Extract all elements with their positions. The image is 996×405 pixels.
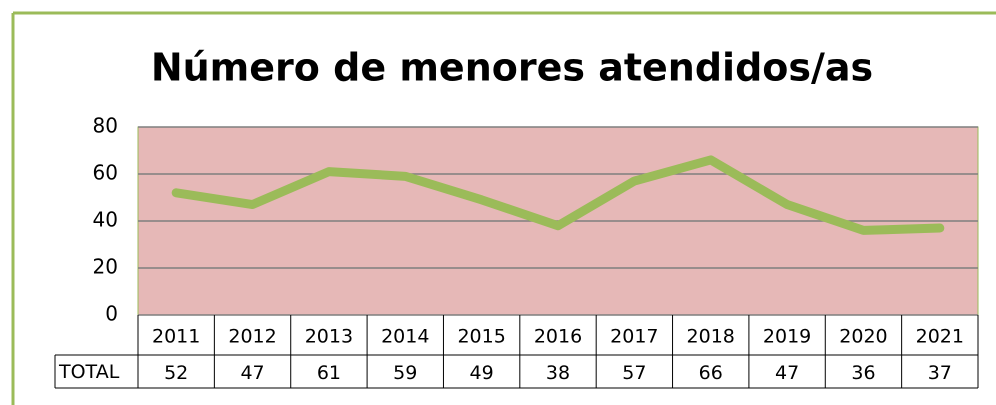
data-line	[171, 155, 945, 235]
x-tick-label: 2019	[763, 326, 811, 348]
y-tick-label: 0	[105, 302, 118, 326]
table-value: 47	[240, 362, 264, 384]
x-tick-label: 2016	[534, 326, 582, 348]
table-value: 36	[851, 362, 875, 384]
y-tick-label: 40	[93, 208, 118, 232]
x-tick-label: 2013	[305, 326, 353, 348]
x-tick-label: 2020	[839, 326, 887, 348]
legend-label: TOTAL	[58, 361, 120, 383]
x-tick-label: 2017	[610, 326, 658, 348]
x-tick-label: 2015	[457, 326, 505, 348]
table-value: 59	[393, 362, 417, 384]
x-tick-label: 2011	[152, 326, 200, 348]
table-value: 49	[470, 362, 494, 384]
y-tick-label: 80	[93, 114, 118, 138]
table-value: 47	[775, 362, 799, 384]
table-value: 61	[317, 362, 341, 384]
table-value: 66	[699, 362, 723, 384]
table-value: 52	[164, 362, 188, 384]
x-tick-label: 2012	[228, 326, 276, 348]
chart-title: Número de menores atendidos/as	[151, 46, 873, 90]
table-value: 57	[622, 362, 646, 384]
y-tick-label: 20	[93, 255, 118, 279]
x-tick-label: 2021	[916, 326, 964, 348]
x-tick-label: 2014	[381, 326, 429, 348]
y-tick-label: 60	[93, 161, 118, 185]
table-value: 38	[546, 362, 570, 384]
x-tick-label: 2018	[687, 326, 735, 348]
table-value: 37	[928, 362, 952, 384]
